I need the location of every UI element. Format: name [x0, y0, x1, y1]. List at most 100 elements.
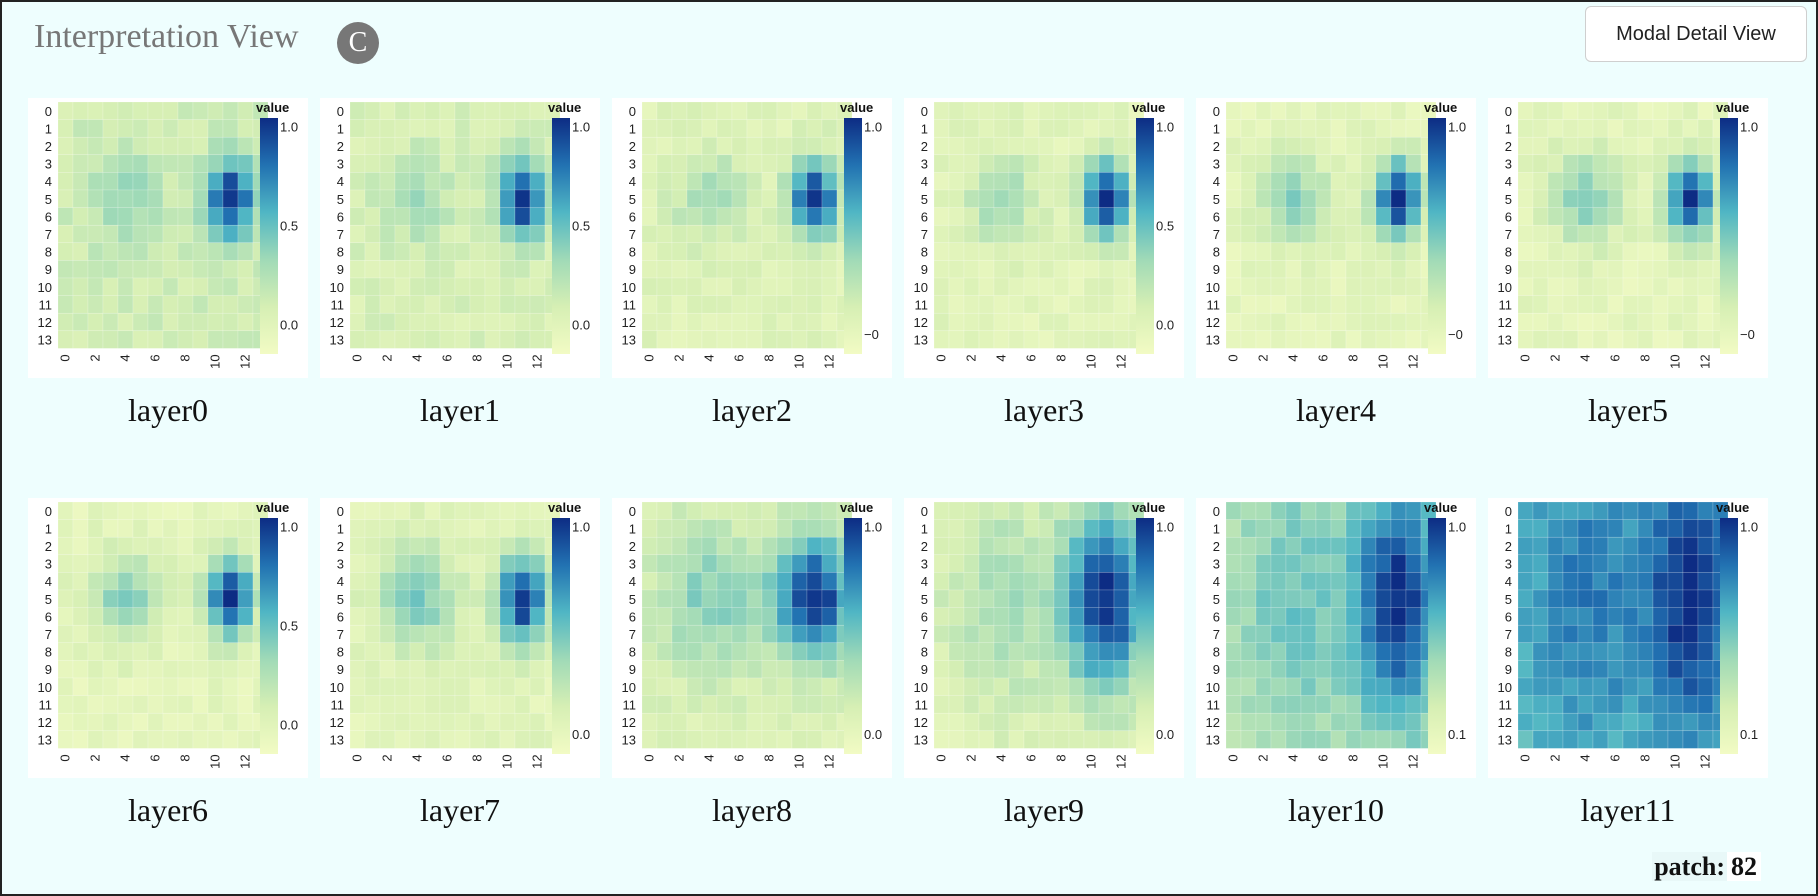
heatmap-cell[interactable]	[484, 312, 501, 332]
heatmap-cell[interactable]	[1405, 224, 1422, 244]
heatmap-cell[interactable]	[731, 660, 748, 679]
heatmap-cell[interactable]	[1592, 172, 1609, 191]
heatmap-cell[interactable]	[933, 119, 950, 138]
heatmap-cell[interactable]	[1255, 119, 1272, 138]
heatmap-cell[interactable]	[1270, 589, 1287, 608]
heatmap-cell[interactable]	[1607, 677, 1624, 696]
heatmap-cell[interactable]	[731, 554, 748, 573]
heatmap-cell[interactable]	[222, 154, 239, 173]
heatmap-cell[interactable]	[102, 295, 119, 314]
heatmap-cell[interactable]	[192, 660, 209, 679]
heatmap-cell[interactable]	[57, 101, 74, 120]
heatmap-cell[interactable]	[132, 260, 149, 279]
heatmap-cell[interactable]	[454, 242, 471, 261]
heatmap-cell[interactable]	[948, 330, 965, 349]
heatmap-cell[interactable]	[1532, 712, 1549, 732]
heatmap-cell[interactable]	[1255, 101, 1272, 120]
heatmap-cell[interactable]	[394, 119, 411, 138]
heatmap-cell[interactable]	[1023, 642, 1040, 661]
heatmap-cell[interactable]	[349, 101, 366, 120]
heatmap-cell[interactable]	[716, 677, 733, 696]
heatmap-cell[interactable]	[514, 712, 531, 732]
heatmap-cell[interactable]	[1315, 224, 1332, 244]
heatmap-cell[interactable]	[746, 136, 763, 156]
heatmap-cell[interactable]	[656, 677, 673, 696]
heatmap-cell[interactable]	[162, 260, 179, 279]
heatmap-cell[interactable]	[641, 242, 658, 261]
heatmap-cell[interactable]	[963, 242, 980, 261]
heatmap-cell[interactable]	[1225, 242, 1242, 261]
heatmap-cell[interactable]	[1517, 312, 1534, 332]
heatmap-cell[interactable]	[117, 589, 134, 608]
heatmap-cell[interactable]	[791, 519, 808, 538]
heatmap-cell[interactable]	[1008, 642, 1025, 661]
heatmap-cell[interactable]	[1532, 660, 1549, 679]
heatmap-cell[interactable]	[1637, 572, 1654, 591]
heatmap-cell[interactable]	[349, 695, 366, 714]
heatmap-cell[interactable]	[207, 501, 224, 520]
heatmap-cell[interactable]	[1225, 136, 1242, 156]
heatmap-cell[interactable]	[1360, 501, 1377, 520]
heatmap-cell[interactable]	[514, 224, 531, 244]
heatmap-cell[interactable]	[1315, 677, 1332, 696]
heatmap-cell[interactable]	[177, 119, 194, 138]
heatmap-cell[interactable]	[147, 730, 164, 749]
heatmap-cell[interactable]	[1225, 624, 1242, 644]
heatmap-cell[interactable]	[1405, 519, 1422, 538]
heatmap-cell[interactable]	[1375, 242, 1392, 261]
heatmap-cell[interactable]	[1083, 119, 1100, 138]
heatmap-cell[interactable]	[701, 330, 718, 349]
heatmap-cell[interactable]	[978, 330, 995, 349]
heatmap-cell[interactable]	[454, 277, 471, 296]
heatmap-cell[interactable]	[177, 677, 194, 696]
heatmap-cell[interactable]	[671, 312, 688, 332]
heatmap-cell[interactable]	[1517, 242, 1534, 261]
heatmap-cell[interactable]	[424, 136, 441, 156]
heatmap-cell[interactable]	[1360, 730, 1377, 749]
heatmap-cell[interactable]	[1607, 154, 1624, 173]
heatmap-cell[interactable]	[948, 207, 965, 226]
heatmap-cell[interactable]	[1255, 295, 1272, 314]
heatmap-cell[interactable]	[716, 189, 733, 208]
heatmap-cell[interactable]	[776, 189, 793, 208]
heatmap-cell[interactable]	[671, 260, 688, 279]
heatmap-cell[interactable]	[671, 330, 688, 349]
heatmap-cell[interactable]	[1285, 607, 1302, 626]
heatmap-cell[interactable]	[439, 712, 456, 732]
heatmap-cell[interactable]	[1517, 536, 1534, 556]
heatmap-cell[interactable]	[821, 207, 838, 226]
heatmap-cell[interactable]	[686, 607, 703, 626]
heatmap-cell[interactable]	[1008, 172, 1025, 191]
heatmap-cell[interactable]	[993, 312, 1010, 332]
heatmap-cell[interactable]	[1592, 119, 1609, 138]
heatmap-cell[interactable]	[806, 730, 823, 749]
heatmap-cell[interactable]	[731, 519, 748, 538]
heatmap-cell[interactable]	[731, 589, 748, 608]
heatmap-cell[interactable]	[72, 260, 89, 279]
heatmap-cell[interactable]	[1270, 136, 1287, 156]
heatmap-cell[interactable]	[1682, 189, 1699, 208]
heatmap-cell[interactable]	[394, 677, 411, 696]
heatmap-cell[interactable]	[1405, 624, 1422, 644]
heatmap-cell[interactable]	[963, 607, 980, 626]
heatmap-cell[interactable]	[364, 572, 381, 591]
heatmap-cell[interactable]	[993, 642, 1010, 661]
heatmap-cell[interactable]	[394, 136, 411, 156]
heatmap-cell[interactable]	[439, 536, 456, 556]
heatmap-cell[interactable]	[1637, 277, 1654, 296]
heatmap-cell[interactable]	[147, 554, 164, 573]
heatmap-cell[interactable]	[1038, 295, 1055, 314]
heatmap-cell[interactable]	[1083, 642, 1100, 661]
heatmap-cell[interactable]	[409, 330, 426, 349]
heatmap-cell[interactable]	[424, 295, 441, 314]
heatmap-cell[interactable]	[1652, 572, 1669, 591]
heatmap-cell[interactable]	[761, 572, 778, 591]
heatmap-cell[interactable]	[484, 277, 501, 296]
heatmap-cell[interactable]	[349, 330, 366, 349]
heatmap-cell[interactable]	[1068, 207, 1085, 226]
heatmap-cell[interactable]	[1637, 624, 1654, 644]
heatmap-cell[interactable]	[978, 677, 995, 696]
heatmap-cell[interactable]	[1315, 330, 1332, 349]
heatmap-cell[interactable]	[1023, 519, 1040, 538]
heatmap-cell[interactable]	[192, 119, 209, 138]
